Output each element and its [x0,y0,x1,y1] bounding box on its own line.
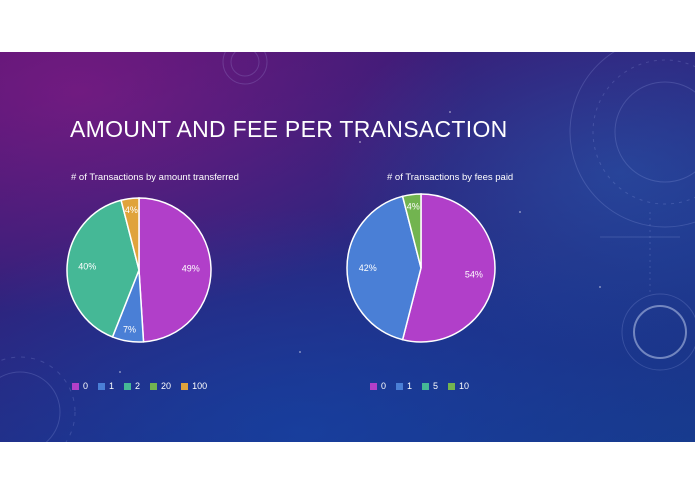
pie-label-0: 54% [465,270,483,280]
legend-label: 0 [83,381,89,391]
pie-label-100: 4% [125,205,138,215]
pie-label-0: 49% [182,263,200,273]
legend-swatch [370,382,377,390]
legend-item-2: 2 [124,381,140,391]
pie-slice-0 [138,197,212,343]
legend-label: 20 [161,381,172,391]
chart-1-title: # of Transactions by amount transferred [71,172,239,183]
legend-label: 100 [192,381,208,391]
legend-item-5: 5 [422,381,438,391]
background-decoration [0,52,695,442]
pie-label-1: 7% [123,325,136,335]
legend-label: 5 [433,381,439,391]
legend-swatch [396,382,404,390]
legend-swatch [98,382,106,390]
legend-label: 1 [109,381,115,391]
legend-swatch [422,382,430,390]
legend-label: 0 [381,381,387,391]
pie-label-1: 42% [359,263,377,273]
pie-slice-100 [120,197,140,271]
legend-swatch [72,382,79,390]
pie-label-10: 4% [407,201,420,211]
pie-chart-amount: 49% 7% 40% 4% [66,197,212,343]
legend-swatch [181,382,189,390]
legend-item-1: 1 [396,381,412,391]
legend-item-100: 100 [181,381,207,391]
slide: AMOUNT AND FEE PER TRANSACTION # of Tran… [0,52,695,442]
legend-fees: 0 1 5 10 [370,381,469,391]
pie-slice-1 [346,195,422,341]
legend-swatch [150,382,158,390]
legend-label: 1 [407,381,413,391]
legend-item-10: 10 [448,381,469,391]
legend-item-0: 0 [72,381,88,391]
legend-amount: 0 1 2 20 100 [72,381,207,391]
pie-slice-2 [66,199,140,338]
chart-2-title: # of Transactions by fees paid [387,172,514,183]
legend-item-20: 20 [150,381,171,391]
legend-swatch [124,382,132,390]
legend-item-0: 0 [370,381,386,391]
pie-slice-0 [401,193,496,343]
legend-item-1: 1 [98,381,114,391]
pie-label-2: 40% [78,262,96,272]
slide-title: AMOUNT AND FEE PER TRANSACTION [70,116,508,142]
pie-slice-10 [401,193,422,269]
legend-label: 2 [135,381,141,391]
legend-swatch [448,382,456,390]
pie-chart-fees: 54% 42% 4% [346,193,496,343]
legend-label: 10 [459,381,470,391]
